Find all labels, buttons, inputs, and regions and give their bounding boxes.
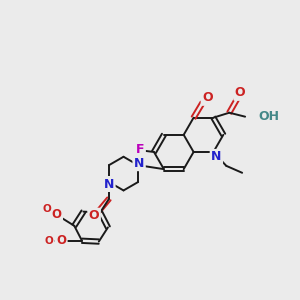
Text: O: O — [235, 86, 245, 99]
Text: O: O — [45, 236, 54, 246]
Text: O: O — [89, 209, 99, 222]
Text: F: F — [136, 142, 144, 155]
Text: O: O — [56, 234, 66, 247]
Text: N: N — [134, 157, 144, 170]
Text: N: N — [104, 178, 114, 190]
Text: OH: OH — [258, 110, 279, 123]
Text: O: O — [42, 203, 51, 214]
Text: O: O — [202, 91, 213, 104]
Text: N: N — [211, 150, 222, 164]
Text: O: O — [52, 208, 61, 221]
